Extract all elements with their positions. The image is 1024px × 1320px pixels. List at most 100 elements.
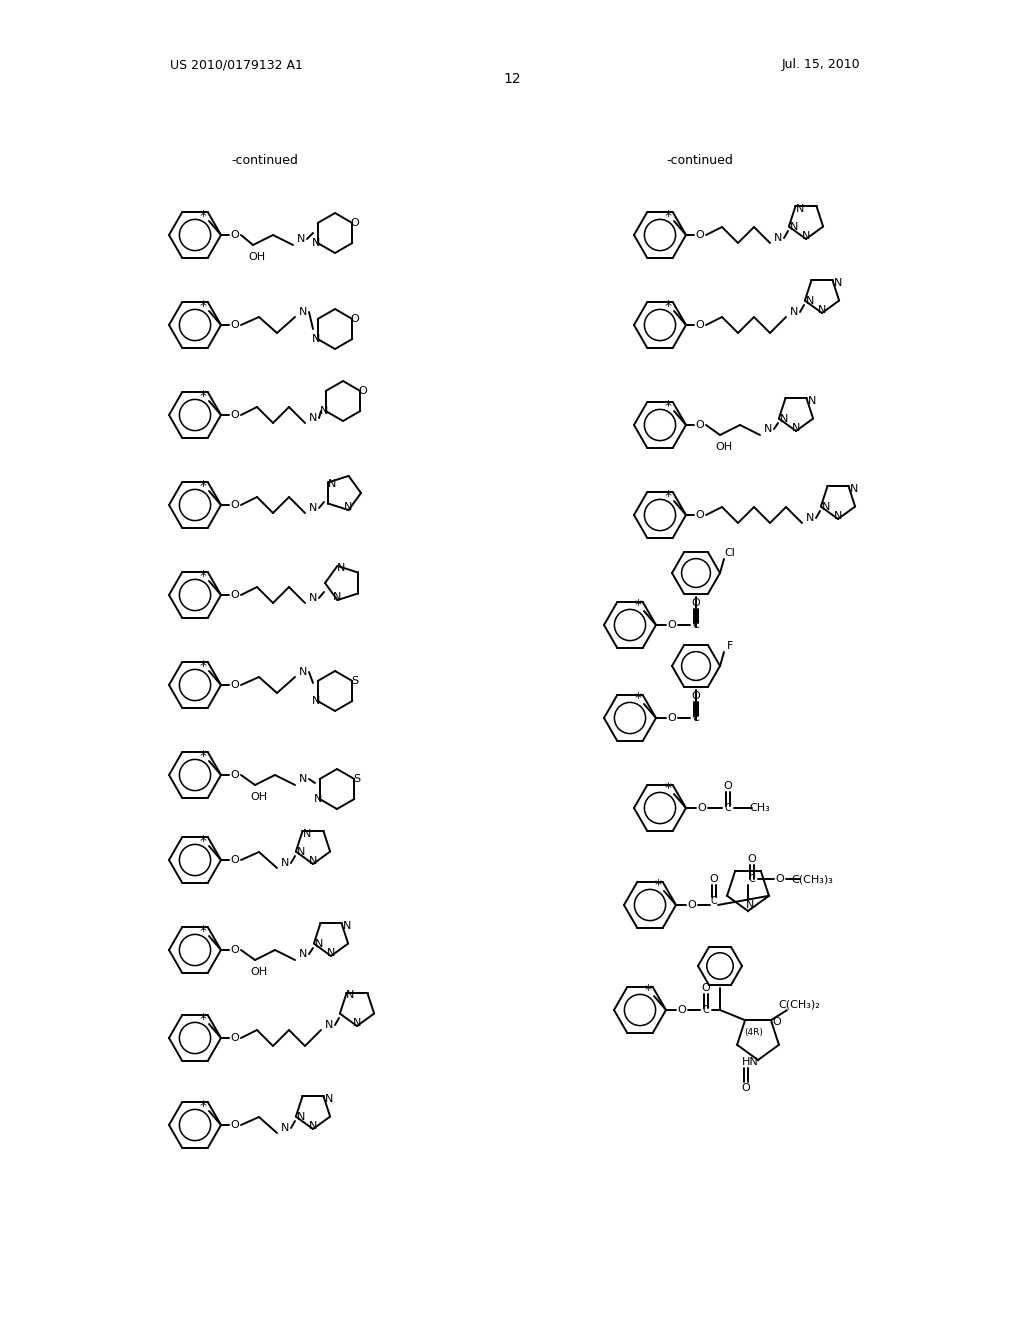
Text: N: N bbox=[774, 234, 782, 243]
Text: O: O bbox=[230, 319, 240, 330]
Text: -continued: -continued bbox=[667, 153, 733, 166]
Text: O: O bbox=[775, 874, 784, 884]
Text: O: O bbox=[668, 620, 677, 630]
Text: O: O bbox=[691, 598, 700, 609]
Text: N: N bbox=[797, 205, 805, 214]
Text: O: O bbox=[678, 1005, 686, 1015]
Text: *: * bbox=[635, 598, 641, 612]
Text: O: O bbox=[710, 874, 719, 884]
Text: US 2010/0179132 A1: US 2010/0179132 A1 bbox=[170, 58, 303, 71]
Text: N: N bbox=[333, 593, 342, 602]
Text: O: O bbox=[748, 854, 757, 865]
Text: O: O bbox=[230, 855, 240, 865]
Text: C(CH₃)₂: C(CH₃)₂ bbox=[778, 999, 820, 1010]
Text: O: O bbox=[230, 680, 240, 690]
Text: *: * bbox=[200, 1012, 207, 1026]
Text: C: C bbox=[692, 713, 699, 723]
Text: N: N bbox=[849, 484, 858, 495]
Text: O: O bbox=[701, 983, 711, 993]
Text: N: N bbox=[281, 858, 289, 869]
Text: C(CH₃)₃: C(CH₃)₃ bbox=[792, 874, 833, 884]
Text: *: * bbox=[200, 569, 207, 583]
Text: O: O bbox=[741, 1082, 751, 1093]
Text: N: N bbox=[353, 1018, 361, 1028]
Text: O: O bbox=[230, 1119, 240, 1130]
Text: N: N bbox=[834, 511, 842, 521]
Text: N: N bbox=[314, 939, 323, 949]
Text: O: O bbox=[772, 1018, 781, 1027]
Text: N: N bbox=[792, 422, 800, 433]
Text: N: N bbox=[745, 900, 755, 909]
Text: O: O bbox=[688, 900, 696, 909]
Text: *: * bbox=[665, 488, 672, 503]
Text: *: * bbox=[200, 1100, 207, 1113]
Text: N: N bbox=[313, 795, 322, 804]
Text: N: N bbox=[346, 990, 354, 1001]
Text: N: N bbox=[327, 948, 335, 958]
Text: N: N bbox=[342, 921, 351, 932]
Text: *: * bbox=[200, 924, 207, 939]
Text: O: O bbox=[695, 319, 705, 330]
Text: *: * bbox=[200, 479, 207, 492]
Text: N: N bbox=[309, 413, 317, 422]
Text: N: N bbox=[802, 231, 810, 242]
Text: S: S bbox=[351, 676, 357, 686]
Text: O: O bbox=[695, 420, 705, 430]
Text: O: O bbox=[350, 314, 358, 323]
Text: O: O bbox=[230, 230, 240, 240]
Text: N: N bbox=[344, 502, 352, 512]
Text: N: N bbox=[818, 305, 826, 315]
Text: N: N bbox=[319, 407, 328, 416]
Text: N: N bbox=[309, 1121, 317, 1131]
Text: OH: OH bbox=[716, 442, 732, 451]
Text: N: N bbox=[790, 308, 798, 317]
Text: S: S bbox=[352, 774, 359, 784]
Text: C: C bbox=[711, 896, 718, 906]
Text: O: O bbox=[358, 385, 367, 396]
Text: O: O bbox=[668, 713, 677, 723]
Text: N: N bbox=[299, 308, 307, 317]
Text: CH₃: CH₃ bbox=[750, 803, 770, 813]
Text: *: * bbox=[665, 209, 672, 223]
Text: *: * bbox=[665, 399, 672, 413]
Text: N: N bbox=[311, 334, 319, 345]
Text: N: N bbox=[764, 424, 772, 434]
Text: O: O bbox=[724, 781, 732, 791]
Text: O: O bbox=[230, 590, 240, 601]
Text: *: * bbox=[200, 834, 207, 847]
Text: Jul. 15, 2010: Jul. 15, 2010 bbox=[781, 58, 860, 71]
Text: HN: HN bbox=[741, 1057, 759, 1067]
Text: N: N bbox=[325, 1094, 333, 1105]
Text: N: N bbox=[309, 855, 317, 866]
Text: N: N bbox=[297, 846, 305, 857]
Text: 12: 12 bbox=[503, 73, 521, 86]
Text: N: N bbox=[821, 502, 830, 512]
Text: C: C bbox=[725, 803, 731, 813]
Text: O: O bbox=[230, 500, 240, 510]
Text: O: O bbox=[697, 803, 707, 813]
Text: O: O bbox=[230, 770, 240, 780]
Text: N: N bbox=[299, 774, 307, 784]
Text: N: N bbox=[303, 829, 311, 840]
Text: N: N bbox=[806, 296, 814, 305]
Text: N: N bbox=[299, 667, 307, 677]
Text: N: N bbox=[834, 279, 842, 289]
Text: O: O bbox=[350, 218, 358, 228]
Text: (4R): (4R) bbox=[744, 1027, 764, 1036]
Text: O: O bbox=[691, 690, 700, 701]
Text: N: N bbox=[311, 696, 319, 706]
Text: N: N bbox=[337, 562, 346, 573]
Text: *: * bbox=[200, 300, 207, 313]
Text: *: * bbox=[665, 781, 672, 795]
Text: N: N bbox=[325, 1020, 333, 1030]
Text: O: O bbox=[695, 230, 705, 240]
Text: *: * bbox=[654, 878, 662, 892]
Text: O: O bbox=[695, 510, 705, 520]
Text: N: N bbox=[297, 1111, 305, 1122]
Text: *: * bbox=[665, 300, 672, 313]
Text: *: * bbox=[200, 209, 207, 223]
Text: *: * bbox=[644, 983, 651, 997]
Text: O: O bbox=[230, 945, 240, 954]
Text: N: N bbox=[779, 413, 788, 424]
Text: -continued: -continued bbox=[231, 153, 298, 166]
